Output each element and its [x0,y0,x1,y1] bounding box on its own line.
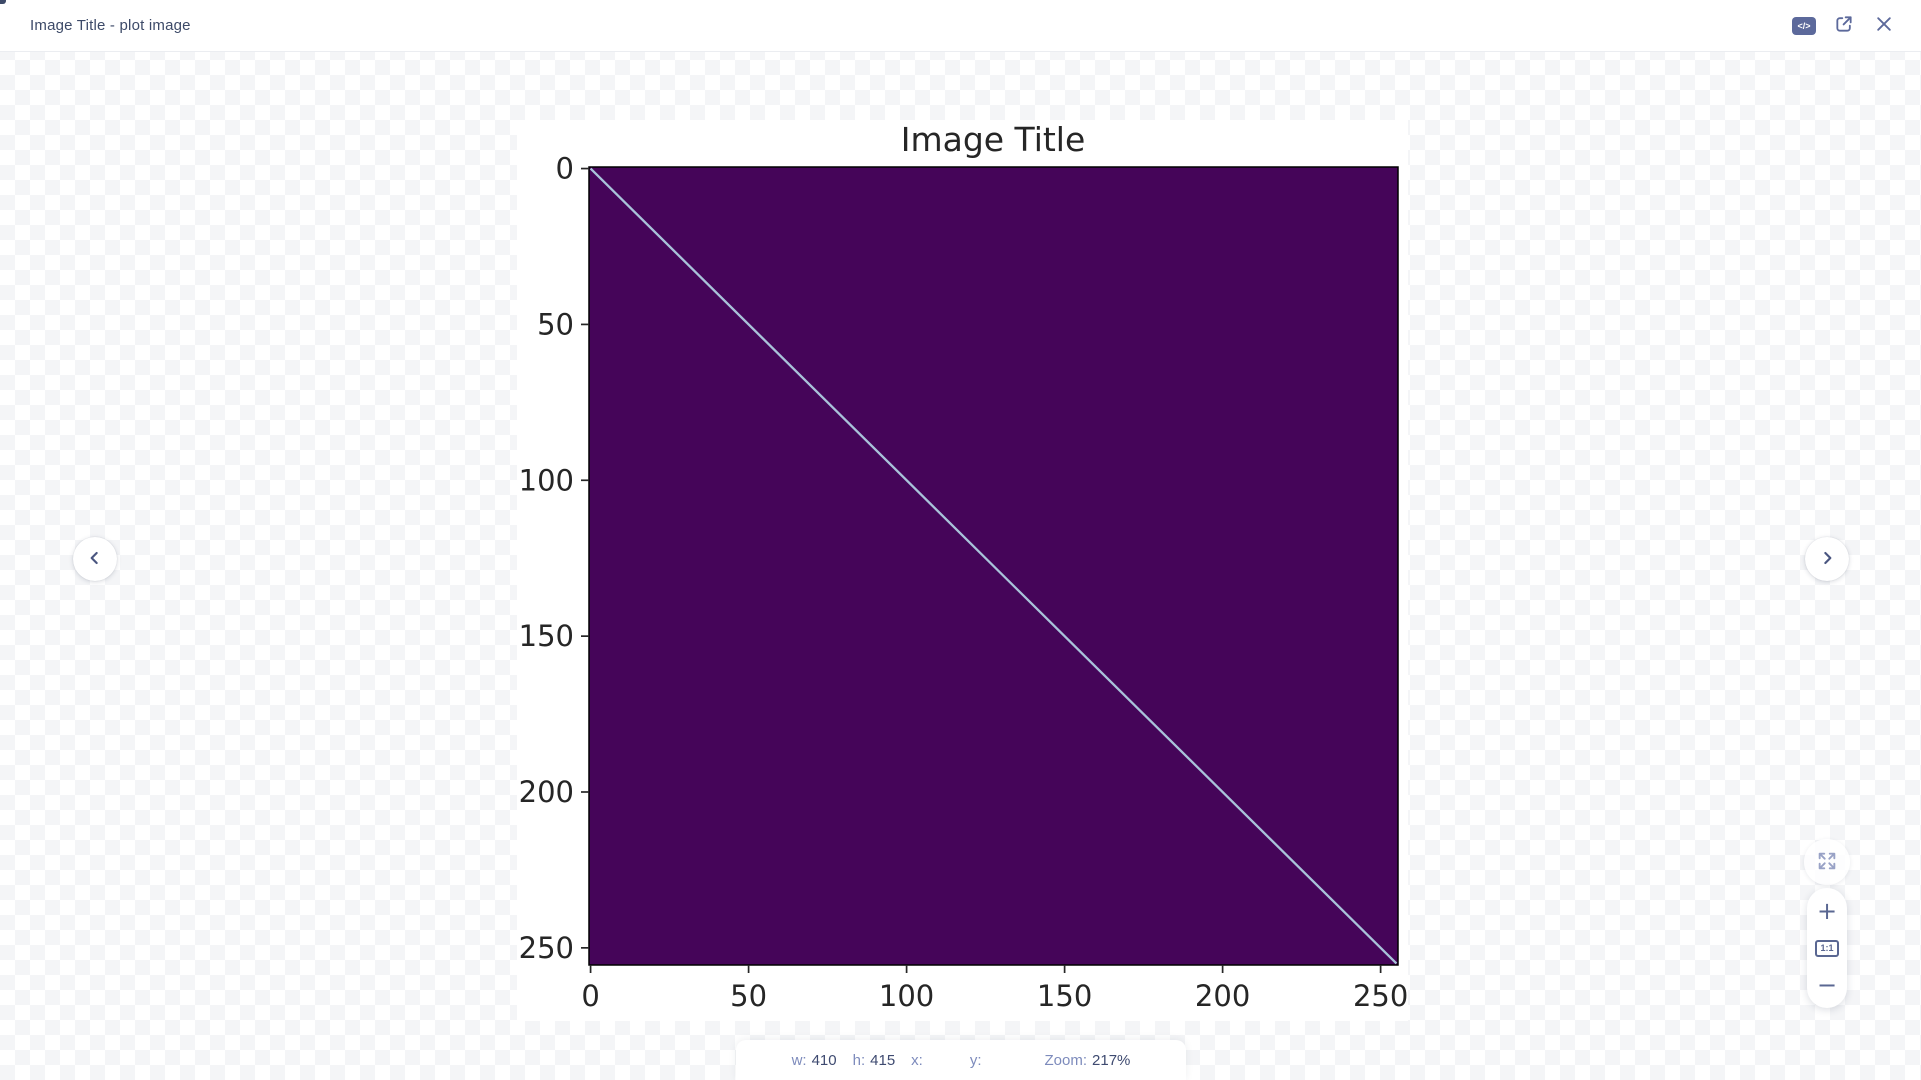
zoom-in-button[interactable]: + [1807,894,1847,928]
viewer-header: Image Title - plot image </> [0,0,1921,52]
tick-label: 100 [519,463,574,497]
chevron-right-icon [1817,548,1837,571]
zoom-controls: + 1:1 − [1807,888,1847,1008]
fullscreen-button[interactable] [1804,839,1850,885]
tick-label: 200 [519,775,574,809]
next-image-button[interactable] [1805,537,1849,581]
status-bar: w: 410 h: 415 x: y: Zoom: 217% [736,1040,1186,1080]
status-height: h: 415 [852,1051,896,1069]
tick-label: 150 [1037,979,1092,1013]
tick-label: 200 [1195,979,1250,1013]
chevron-left-icon [85,548,105,571]
tick-label: 50 [730,979,767,1013]
close-icon [1874,14,1894,37]
tick-label: 50 [537,307,574,341]
actual-size-icon: 1:1 [1815,939,1839,957]
zoom-out-button[interactable]: − [1807,968,1847,1002]
previous-image-button[interactable] [73,537,117,581]
code-icon: </> [1792,16,1816,35]
tick-label: 0 [581,979,599,1013]
tick-label: 250 [1353,979,1408,1013]
open-in-new-icon [1834,14,1854,37]
plus-icon: + [1816,897,1838,925]
header-actions: </> [1791,13,1897,39]
plot-title: Image Title [901,120,1086,159]
tick-label: 150 [519,619,574,653]
diagonal-data-line [589,167,1398,965]
matplotlib-figure: Image Title 0 50 100 150 200 2500501001502002… [517,120,1408,1021]
status-x: x: [911,1051,923,1069]
tick-label: 100 [879,979,934,1013]
viewer-title: Image Title - plot image [30,17,191,34]
status-zoom: Zoom: 217% [1044,1051,1131,1069]
status-width: w: 410 [791,1051,837,1069]
close-button[interactable] [1871,13,1897,39]
view-code-button[interactable]: </> [1791,13,1817,39]
status-y: y: [969,1051,982,1069]
tick-label: 0 [556,152,574,186]
zoom-reset-button[interactable]: 1:1 [1807,931,1847,965]
plot-image[interactable]: Image Title 0 50 100 150 200 250 0 50 100 150 200 2… [517,120,1408,1021]
open-in-new-button[interactable] [1831,13,1857,39]
corner-artifact [0,0,6,4]
fullscreen-expand-icon [1816,850,1838,875]
minus-icon: − [1816,971,1838,999]
tick-label: 250 [519,931,574,965]
